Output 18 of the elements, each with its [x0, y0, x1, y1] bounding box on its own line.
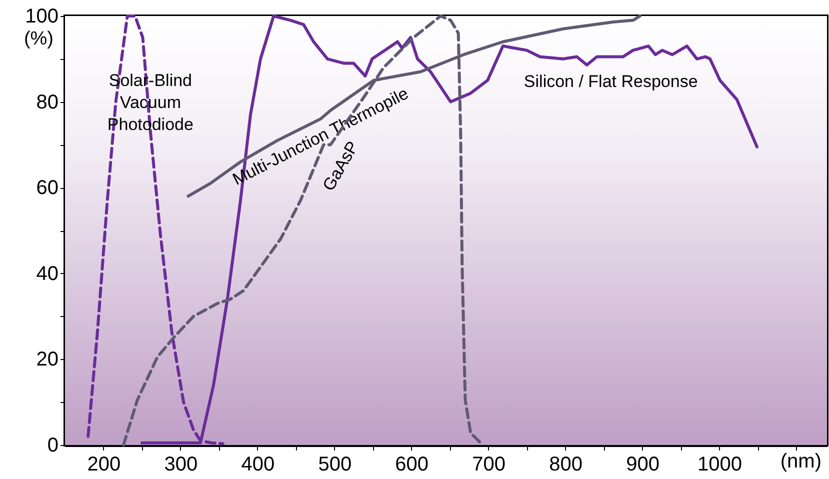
y-tick-label: 40	[36, 262, 58, 285]
y-tick-label: 0	[47, 434, 58, 456]
x-tick-label: 700	[472, 454, 506, 476]
x-tick-label: 200	[87, 454, 121, 476]
y-tick-label: 80	[36, 91, 58, 114]
x-axis-title: (nm)	[780, 450, 822, 472]
x-tick-label: 600	[395, 454, 429, 476]
x-tick-label: 1000	[697, 454, 742, 476]
y-tick-label: 100	[25, 6, 58, 28]
x-tick-label: 900	[626, 454, 660, 476]
x-tick-label: 400	[241, 454, 275, 476]
y-axis-title: (%)	[24, 28, 54, 50]
y-tick-label: 60	[36, 177, 58, 200]
y-tick-label: 20	[36, 348, 58, 371]
x-tick-label: 500	[318, 454, 352, 476]
x-tick-label: 800	[549, 454, 582, 476]
x-tick-label: 300	[164, 454, 198, 476]
series-label: Silicon / Flat Response	[524, 72, 698, 91]
